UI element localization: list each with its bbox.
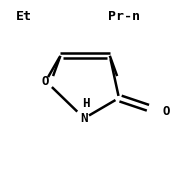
Text: O: O	[163, 105, 170, 118]
Text: O: O	[42, 75, 49, 88]
Text: Pr-n: Pr-n	[109, 10, 140, 23]
Text: H: H	[82, 97, 90, 110]
Text: N: N	[81, 112, 88, 125]
Text: Et: Et	[16, 10, 32, 23]
